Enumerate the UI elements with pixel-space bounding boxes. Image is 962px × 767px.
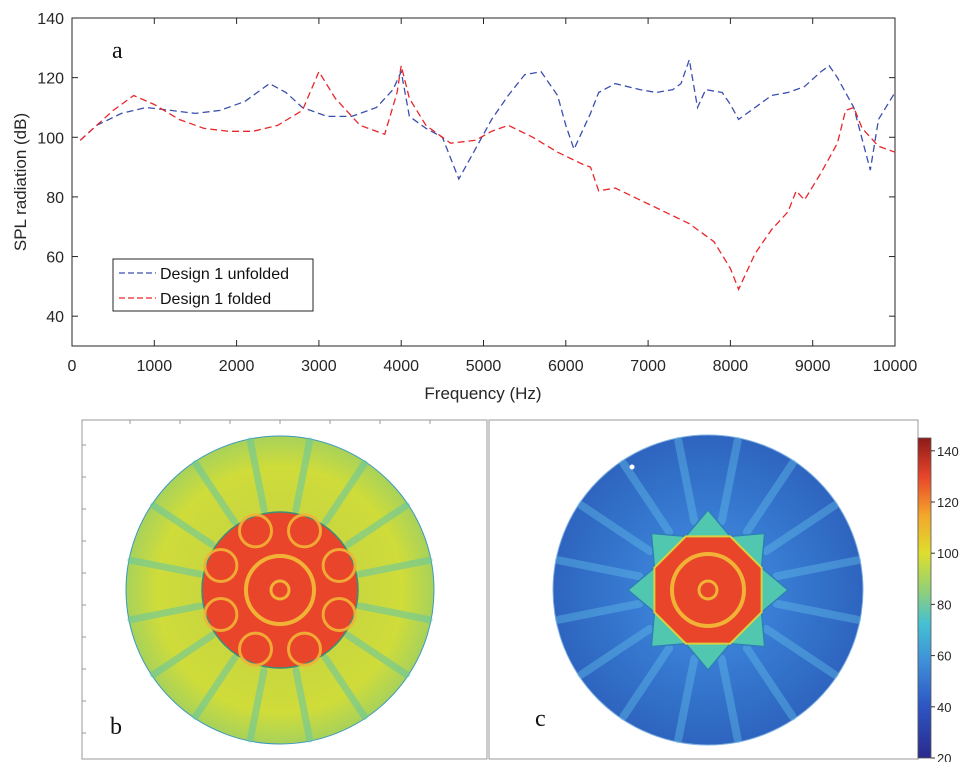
field-ray [344, 502, 410, 548]
x-tick-label: 0 [68, 358, 77, 375]
spl-line-chart: 0 1000 2000 3000 4000 5000 6000 7000 8000 9000 100… [11, 11, 917, 403]
colorbar-ticks: 140 120 100 80 60 40 20 [931, 444, 959, 766]
core-center [269, 579, 291, 601]
field-ray [577, 501, 654, 556]
field-ray [554, 599, 644, 624]
series-line-folded [79, 65, 896, 291]
legend-box [112, 258, 314, 312]
core-lobe [286, 631, 322, 667]
y-tick-label: 80 [46, 190, 64, 207]
field-ray [322, 654, 368, 720]
field-plot-b: b [81, 419, 488, 760]
core-lobe [203, 548, 239, 584]
panel-b-label: b [110, 714, 122, 740]
x-tick-label: 9000 [795, 358, 831, 375]
field-ray [127, 602, 204, 624]
field-ray [356, 602, 433, 624]
field-ray [192, 460, 238, 526]
y-axis-label: SPL radiation (dB) [11, 113, 30, 251]
legend-label-folded: Design 1 folded [160, 291, 271, 308]
panel-c-label: c [535, 706, 546, 732]
radiation-rays [554, 436, 862, 744]
x-tick-label: 6000 [548, 358, 584, 375]
field-ray [292, 437, 314, 514]
field-ray [246, 666, 268, 743]
x-tick-label: 8000 [713, 358, 749, 375]
bright-speck [629, 464, 635, 470]
field-ray [192, 654, 238, 720]
colorbar-tick-label: 20 [937, 751, 951, 762]
field-ray [674, 654, 699, 744]
field-ray [356, 556, 433, 578]
field-ray [762, 501, 839, 556]
colorbar-tick-label: 80 [937, 597, 951, 612]
radiation-rays [127, 437, 433, 743]
x-tick-label: 2000 [219, 358, 255, 375]
field-ray [772, 556, 862, 581]
core-ring [244, 554, 316, 626]
x-axis-label: Frequency (Hz) [424, 384, 541, 403]
colorbar-tick-label: 140 [937, 444, 959, 459]
field-ray [344, 632, 410, 678]
x-tick-label: 4000 [383, 358, 419, 375]
x-tick-label: 1000 [137, 358, 173, 375]
field-ray [150, 632, 216, 678]
field-ray [292, 666, 314, 743]
core-lobe [238, 513, 274, 549]
y-tick-label: 40 [46, 309, 64, 326]
field-ray [577, 624, 654, 679]
legend-label-unfolded: Design 1 unfolded [160, 266, 289, 283]
colorbar-tick-label: 40 [937, 700, 951, 715]
field-ray [619, 644, 674, 721]
field-ray [674, 436, 699, 526]
field-ray [772, 599, 862, 624]
panel-b-border-ticks [82, 420, 431, 734]
field-ray [742, 459, 797, 536]
x-axis-ticks: 0 1000 2000 3000 4000 5000 6000 7000 8000 9000 100… [68, 18, 918, 375]
core-lobe [286, 513, 322, 549]
x-tick-label: 5000 [466, 358, 502, 375]
y-tick-label: 100 [37, 130, 64, 147]
y-axis-ticks: 40 60 80 100 120 140 [37, 11, 895, 326]
field-ray [150, 502, 216, 548]
field-ray [246, 437, 268, 514]
colorbar-tick-label: 120 [937, 495, 959, 510]
field-ray [742, 644, 797, 721]
field-plot-c: c [488, 419, 919, 760]
colorbar-tick-label: 60 [937, 649, 951, 664]
panel-a-label: a [112, 38, 123, 64]
inner-core [626, 508, 790, 672]
field-ray [762, 624, 839, 679]
x-tick-label: 7000 [630, 358, 666, 375]
core-lobe [238, 631, 274, 667]
x-tick-label: 3000 [301, 358, 337, 375]
y-tick-label: 140 [37, 11, 64, 28]
y-tick-label: 120 [37, 71, 64, 88]
colorbar-tick-label: 100 [937, 546, 959, 561]
field-ray [322, 460, 368, 526]
series-line-unfolded [79, 59, 896, 181]
core-lobe [321, 548, 357, 584]
x-tick-label: 10000 [873, 358, 918, 375]
colorbar: 140 120 100 80 60 40 20 [917, 437, 959, 766]
core-disk [201, 511, 359, 669]
core-center [697, 579, 719, 601]
inner-core [201, 511, 359, 669]
y-tick-label: 60 [46, 250, 64, 267]
field-ray [717, 436, 742, 526]
core-ring [670, 552, 746, 628]
field-ray [127, 556, 204, 578]
field-ray [717, 654, 742, 744]
field-ray [619, 459, 674, 536]
series-lines [79, 59, 896, 291]
core-lobe [321, 596, 357, 632]
colorbar-gradient [917, 437, 932, 759]
legend: Design 1 unfolded Design 1 folded [112, 258, 314, 312]
field-ray [554, 556, 644, 581]
core-lobe [203, 596, 239, 632]
